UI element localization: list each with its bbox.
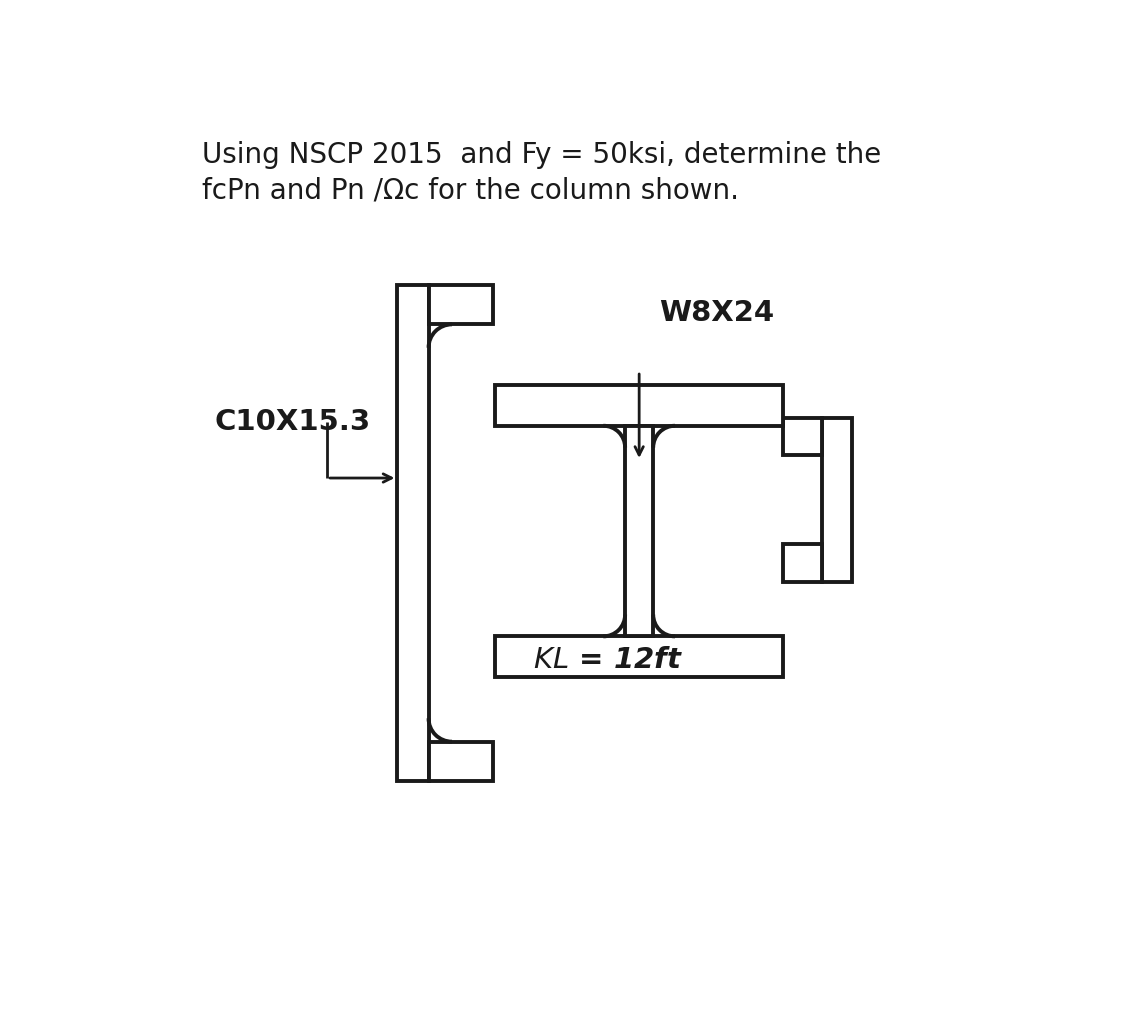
Bar <box>428 742 493 781</box>
Bar <box>625 425 654 636</box>
Bar <box>398 286 428 781</box>
Bar <box>783 544 823 581</box>
Bar <box>428 286 493 324</box>
Text: $KL$ = 12ft: $KL$ = 12ft <box>533 645 683 674</box>
Bar <box>783 418 823 456</box>
Bar <box>495 385 783 425</box>
Text: fcPn and Pn /Ωc for the column shown.: fcPn and Pn /Ωc for the column shown. <box>203 176 740 205</box>
Text: W8X24: W8X24 <box>658 299 774 326</box>
Bar <box>495 636 783 677</box>
Text: Using NSCP 2015  and Fy = 50ksi, determine the: Using NSCP 2015 and Fy = 50ksi, determin… <box>203 141 881 169</box>
Text: C10X15.3: C10X15.3 <box>214 408 370 436</box>
Bar <box>823 418 852 581</box>
